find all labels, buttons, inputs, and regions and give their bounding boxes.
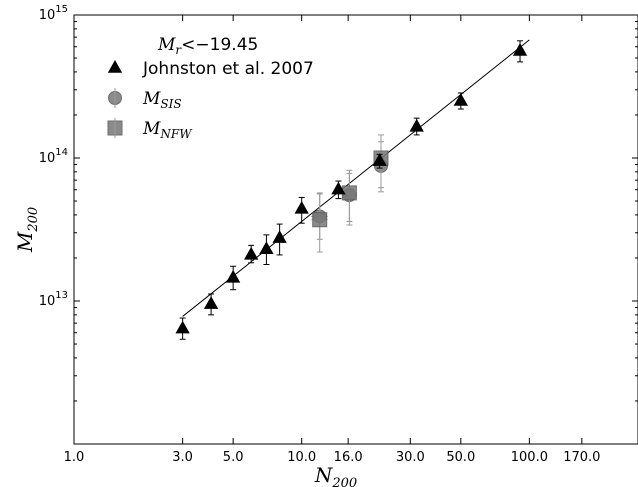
data-point-triangle [259,241,274,254]
legend-title: Mr<−19.45 [157,35,258,57]
y-tick-label: 1014 [39,147,68,166]
data-point-triangle [225,269,241,283]
legend-marker-triangle [107,59,123,73]
data-point-triangle [512,42,528,56]
fit-line [182,39,530,317]
x-tick-label: 16.0 [334,450,363,465]
x-tick-label: 30.0 [396,450,425,465]
data-point-triangle [372,153,387,166]
data-point-triangle [203,296,219,309]
data-point-square [312,212,328,228]
tick-labels: 1.0 3.0 5.0 10.0 16.0 30.0 50.0 100.0 170.0 1013 1… [39,4,601,465]
data-point-triangle [331,181,346,195]
data-point-triangle [272,230,287,243]
x-tick-label: 170.0 [563,450,600,465]
axis-labels: N200 M200 [13,207,357,487]
x-tick-label: 10.0 [287,450,316,465]
y-tick-label: 1015 [39,4,68,23]
x-tick-label: 3.0 [172,450,193,465]
y-axis-label: M200 [13,207,41,253]
data-point-triangle [244,246,259,260]
legend-label: MNFW [142,119,193,141]
plot-frame [73,14,638,445]
x-tick-label: 50.0 [446,450,475,465]
data-point-triangle [175,320,190,334]
x-axis-label: N200 [314,463,357,487]
y-tick-label: 1013 [39,290,68,309]
x-tick-label: 1.0 [64,450,85,465]
data-point-triangle [294,200,309,214]
legend-label: Johnston et al. 2007 [142,59,314,79]
x-tick-label: 100.0 [511,450,548,465]
legend-label: MSIS [142,89,182,111]
data-point-triangle [453,93,468,106]
data-point-triangle [409,118,424,132]
x-tick-label: 5.0 [223,450,244,465]
